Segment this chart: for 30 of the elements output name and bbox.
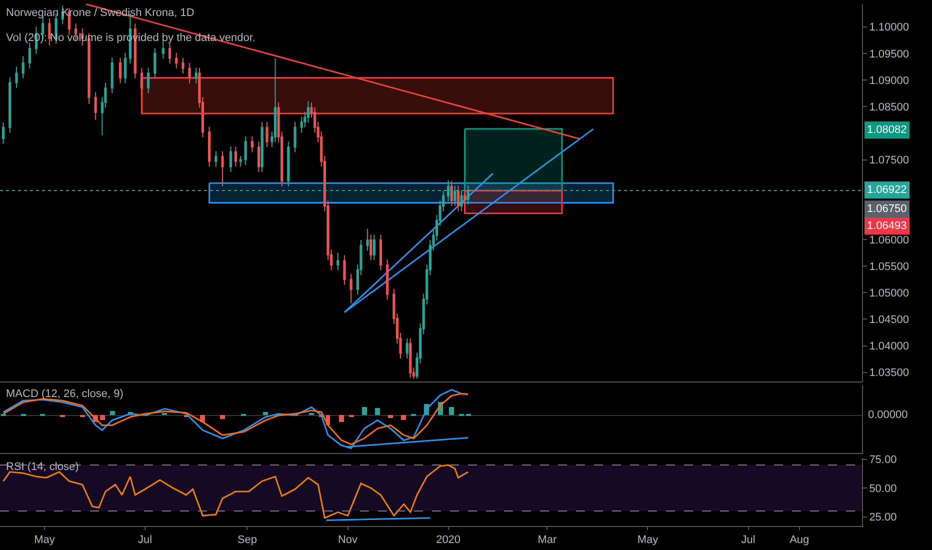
y-tick-label: 1.07500: [869, 154, 909, 167]
x-tick-label: Mar: [538, 534, 558, 546]
text: 1.08082: [867, 124, 907, 136]
y-tick-label: 1.03500: [869, 367, 909, 380]
y-tick-label: 75.00: [869, 454, 897, 466]
text: 1.06493: [867, 220, 907, 232]
x-tick-label: Aug: [790, 534, 810, 546]
y-tick-label: 1.05000: [869, 287, 909, 300]
x-tick-label: May: [637, 534, 659, 546]
y-tick-label: 1.10000: [869, 22, 909, 34]
text: 1.06750: [867, 203, 907, 215]
x-tick-label: May: [34, 534, 56, 546]
y-tick-label: 1.04000: [869, 340, 909, 353]
y-tick-label: 1.08500: [869, 101, 909, 114]
x-tick-label: Jul: [138, 534, 152, 546]
y-tick-label: 1.09000: [869, 74, 909, 87]
x-tick-label: 2020: [436, 534, 461, 546]
y-tick-label: 1.09500: [869, 48, 909, 60]
y-tick-label: 1.06000: [869, 234, 909, 246]
text: 0.00000: [868, 409, 908, 421]
y-tick-label: 1.04500: [869, 314, 909, 326]
y-tick-label: 1.05500: [869, 260, 909, 273]
x-tick-label: Jul: [741, 534, 756, 546]
x-tick-label: Sep: [237, 534, 258, 546]
x-tick-label: Nov: [338, 534, 358, 546]
ref-line-label: 1.06922: [867, 184, 907, 196]
y-tick-label: 50.00: [869, 482, 897, 495]
y-tick-label: 25.00: [869, 512, 897, 524]
chart-title: MACD (12, 26, close, 9): [6, 388, 124, 400]
chart-title: RSI (14, close): [6, 461, 79, 473]
